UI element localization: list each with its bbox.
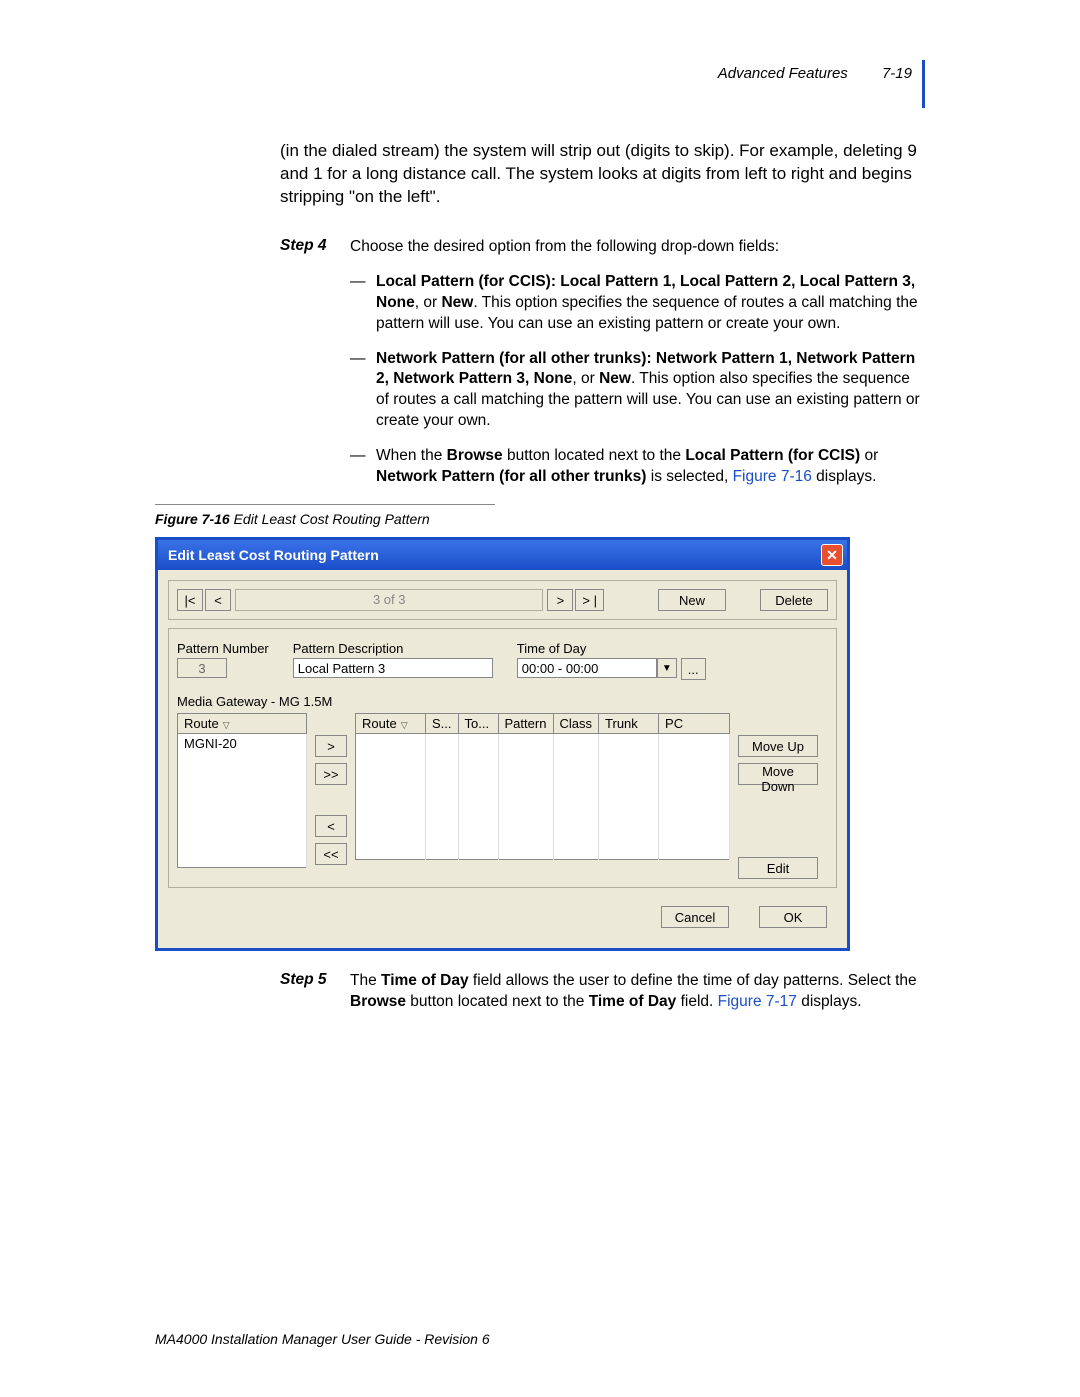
step5-label: Step 5 bbox=[280, 971, 350, 1013]
ok-button[interactable]: OK bbox=[759, 906, 827, 928]
figure-caption: Figure 7-16 Edit Least Cost Routing Patt… bbox=[155, 504, 495, 527]
page-header: Advanced Features 7-19 bbox=[155, 60, 925, 108]
bullet-local-pattern: Local Pattern (for CCIS): Local Pattern … bbox=[350, 272, 925, 335]
move-up-button[interactable]: Move Up bbox=[738, 735, 818, 757]
add-all-button[interactable]: >> bbox=[315, 763, 347, 785]
cancel-button[interactable]: Cancel bbox=[661, 906, 729, 928]
edit-button[interactable]: Edit bbox=[738, 857, 818, 879]
time-of-day-label: Time of Day bbox=[517, 641, 706, 656]
nav-last-button[interactable]: > | bbox=[575, 589, 604, 611]
intro-paragraph: (in the dialed stream) the system will s… bbox=[280, 140, 925, 209]
delete-button[interactable]: Delete bbox=[760, 589, 828, 611]
page-number: 7-19 bbox=[882, 65, 912, 82]
pattern-description-label: Pattern Description bbox=[293, 641, 493, 656]
pattern-description-field[interactable] bbox=[293, 658, 493, 678]
sort-icon[interactable]: ▽ bbox=[223, 720, 230, 730]
pattern-number-field bbox=[177, 658, 227, 678]
bullet-network-pattern: Network Pattern (for all other trunks): … bbox=[350, 349, 925, 433]
available-routes-table[interactable]: Route▽ MGNI-20 bbox=[177, 713, 307, 868]
table-row[interactable]: MGNI-20 bbox=[178, 734, 307, 754]
section-name: Advanced Features bbox=[718, 65, 848, 82]
nav-next-button[interactable]: > bbox=[547, 589, 573, 611]
dialog-edit-lcr-pattern: Edit Least Cost Routing Pattern ✕ |< < 3… bbox=[155, 537, 850, 951]
new-button[interactable]: New bbox=[658, 589, 726, 611]
sort-icon[interactable]: ▽ bbox=[401, 720, 408, 730]
time-of-day-field[interactable] bbox=[517, 658, 657, 678]
step4-label: Step 4 bbox=[280, 237, 350, 258]
step5-text: The Time of Day field allows the user to… bbox=[350, 971, 925, 1013]
document-footer: MA4000 Installation Manager User Guide -… bbox=[155, 1331, 490, 1347]
nav-first-button[interactable]: |< bbox=[177, 589, 203, 611]
figure-link-7-17[interactable]: Figure 7-17 bbox=[718, 993, 797, 1010]
move-down-button[interactable]: Move Down bbox=[738, 763, 818, 785]
time-of-day-dropdown-icon[interactable]: ▼ bbox=[657, 658, 677, 678]
close-icon[interactable]: ✕ bbox=[821, 544, 843, 566]
media-gateway-label: Media Gateway - MG 1.5M bbox=[177, 694, 828, 709]
remove-all-button[interactable]: << bbox=[315, 843, 347, 865]
add-one-button[interactable]: > bbox=[315, 735, 347, 757]
selected-routes-table[interactable]: Route▽ S... To... Pattern Class Trunk PC bbox=[355, 713, 730, 860]
step4-text: Choose the desired option from the follo… bbox=[350, 237, 925, 258]
dialog-title: Edit Least Cost Routing Pattern bbox=[168, 547, 379, 563]
bullet-browse: When the Browse button located next to t… bbox=[350, 446, 925, 488]
remove-one-button[interactable]: < bbox=[315, 815, 347, 837]
dialog-titlebar: Edit Least Cost Routing Pattern ✕ bbox=[158, 540, 847, 570]
page-indicator: 3 of 3 bbox=[235, 589, 543, 611]
time-of-day-browse-button[interactable]: ... bbox=[681, 658, 706, 680]
nav-prev-button[interactable]: < bbox=[205, 589, 231, 611]
pattern-number-label: Pattern Number bbox=[177, 641, 269, 656]
figure-link-7-16[interactable]: Figure 7-16 bbox=[733, 468, 812, 485]
